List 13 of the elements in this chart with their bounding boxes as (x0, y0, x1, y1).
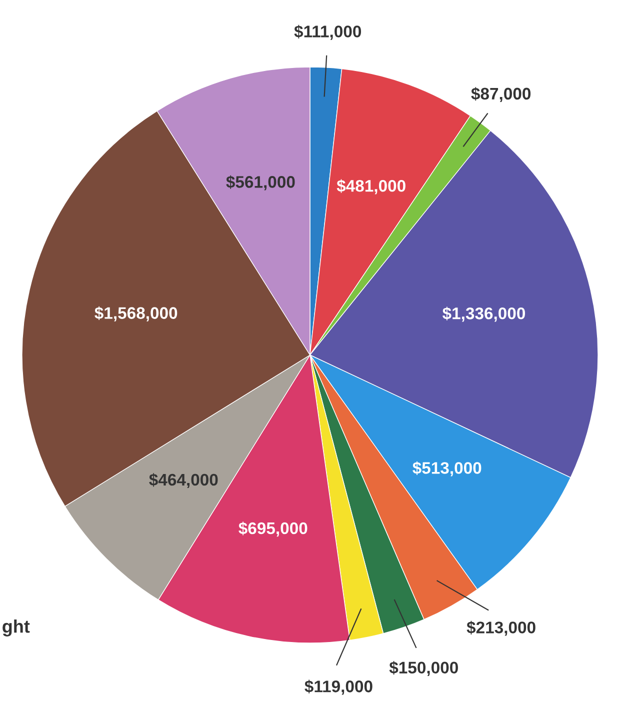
text: ght (2, 620, 30, 636)
data-label: $87,000 (471, 87, 531, 102)
data-label: $119,000 (304, 680, 372, 695)
data-label: $213,000 (466, 620, 536, 636)
data-label: $1,568,000 (94, 306, 178, 322)
data-label: $150,000 (389, 661, 458, 676)
data-label: $111,000 (294, 24, 362, 40)
data-label: $1,336,000 (442, 306, 526, 322)
data-label: $695,000 (238, 522, 308, 537)
data-label: $513,000 (412, 461, 482, 476)
data-label: $481,000 (336, 179, 406, 194)
data-label: $561,000 (226, 175, 295, 190)
data-label: $464,000 (149, 473, 218, 488)
